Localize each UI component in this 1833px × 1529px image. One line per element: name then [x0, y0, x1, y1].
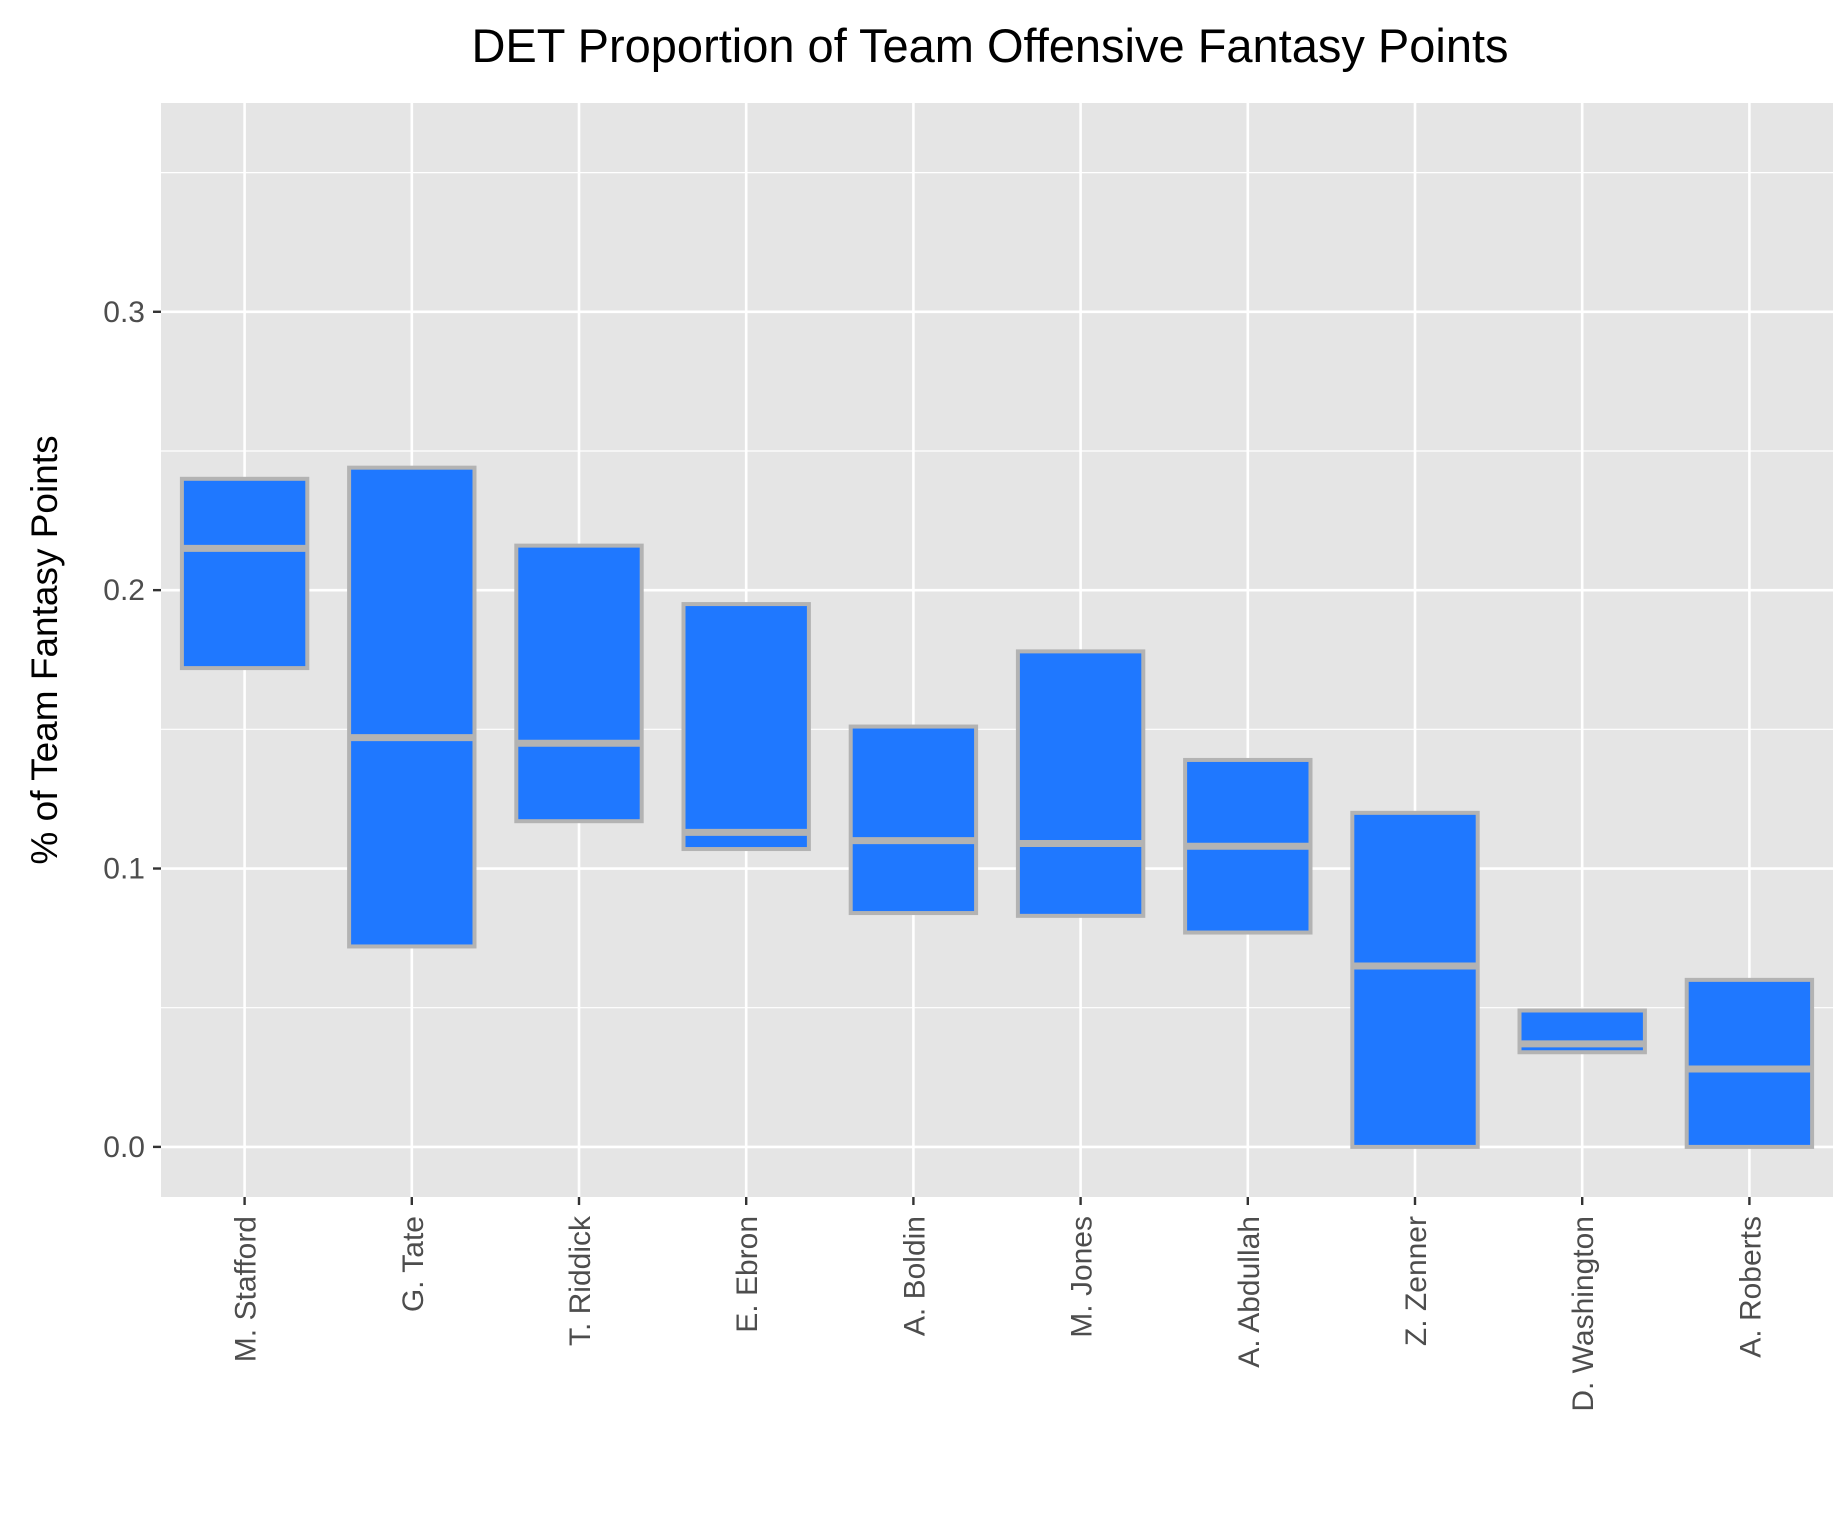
- y-axis-title: % of Team Fantasy Points: [24, 435, 65, 864]
- box-m-jones: [1015, 649, 1146, 918]
- x-tick-label: Z. Zenner: [1400, 1216, 1433, 1346]
- y-tick-label: 0.3: [103, 296, 145, 329]
- box-m-stafford: [179, 476, 310, 671]
- box-e-ebron: [681, 602, 811, 852]
- box-a-boldin: [848, 724, 979, 916]
- x-tick-label: A. Boldin: [898, 1216, 931, 1336]
- x-tick-label: M. Stafford: [230, 1216, 263, 1362]
- boxes: [179, 465, 1815, 1149]
- box-g-tate: [347, 465, 477, 949]
- box-a-roberts: [1684, 977, 1815, 1149]
- x-tick-label: D. Washington: [1567, 1216, 1600, 1412]
- box-t-riddick: [514, 543, 644, 824]
- y-axis: 0.0 0.1 0.2 0.3: [103, 296, 161, 1164]
- x-tick-label: A. Abdullah: [1233, 1216, 1266, 1368]
- box-z-zenner: [1350, 810, 1480, 1149]
- x-tick-label: G. Tate: [397, 1216, 430, 1312]
- x-tick-label: M. Jones: [1066, 1216, 1099, 1338]
- x-tick-label: A. Roberts: [1734, 1216, 1767, 1358]
- x-tick-label: T. Riddick: [564, 1215, 597, 1346]
- x-tick-label: E. Ebron: [731, 1216, 764, 1333]
- x-axis: M. Stafford G. Tate T. Riddick E. Ebron A. B…: [230, 1197, 1767, 1412]
- y-tick-label: 0.1: [103, 853, 145, 886]
- y-tick-label: 0.2: [103, 574, 145, 607]
- chart-title: DET Proportion of Team Offensive Fantasy…: [471, 19, 1508, 72]
- y-tick-label: 0.0: [103, 1131, 145, 1164]
